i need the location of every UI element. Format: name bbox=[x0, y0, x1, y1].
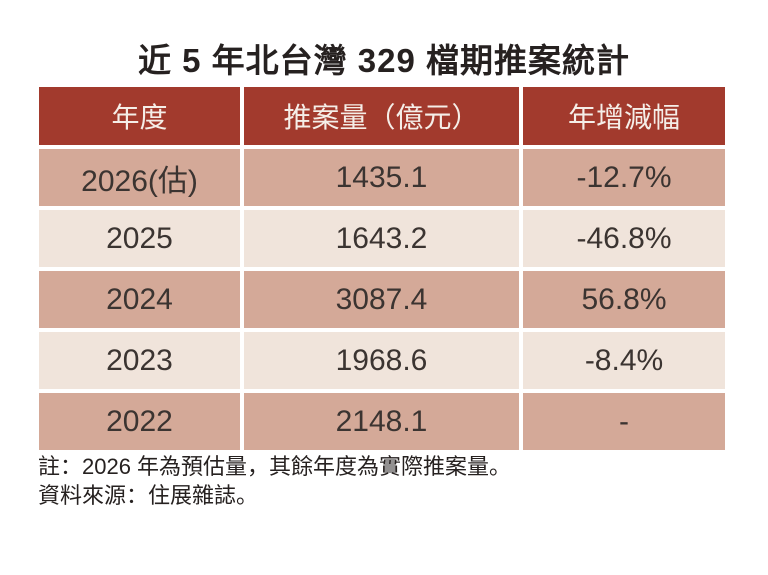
cell-volume-2025: 1643.2 bbox=[244, 210, 519, 267]
cell-volume-2026: 1435.1 bbox=[244, 149, 519, 206]
cell-year-2025: 2025 bbox=[39, 210, 240, 267]
footnote-estimate: 註：2026 年為預估量，其餘年度為實際推案量。 bbox=[38, 454, 512, 479]
cell-yoy-2023: -8.4% bbox=[523, 332, 725, 389]
footnote-source: 資料來源：住展雜誌。 bbox=[38, 483, 259, 509]
col-header-volume: 推案量（億元） bbox=[244, 87, 519, 145]
stats-table: 年度 推案量（億元） 年增減幅 2026(估) 1435.1 -12.7% 20… bbox=[39, 87, 725, 450]
cell-yoy-2026: -12.7% bbox=[523, 149, 725, 206]
cell-yoy-2025: -46.8% bbox=[523, 210, 725, 267]
col-header-yoy: 年增減幅 bbox=[523, 87, 725, 145]
cell-year-2026: 2026(估) bbox=[39, 149, 240, 206]
cell-volume-2022: 2148.1 bbox=[244, 393, 519, 450]
cell-year-2022: 2022 bbox=[39, 393, 240, 450]
footnotes: 註：2026 年為預估量，其餘年度為實際推案量。 資料來源：住展雜誌。 bbox=[38, 452, 738, 510]
cell-yoy-2024: 56.8% bbox=[523, 271, 725, 328]
cell-year-2023: 2023 bbox=[39, 332, 240, 389]
cell-volume-2024: 3087.4 bbox=[244, 271, 519, 328]
page-title: 近 5 年北台灣 329 檔期推案統計 bbox=[137, 42, 631, 79]
cell-volume-2023: 1968.6 bbox=[244, 332, 519, 389]
cell-year-2024: 2024 bbox=[39, 271, 240, 328]
cell-yoy-2022: - bbox=[523, 393, 725, 450]
col-header-year: 年度 bbox=[39, 87, 240, 145]
